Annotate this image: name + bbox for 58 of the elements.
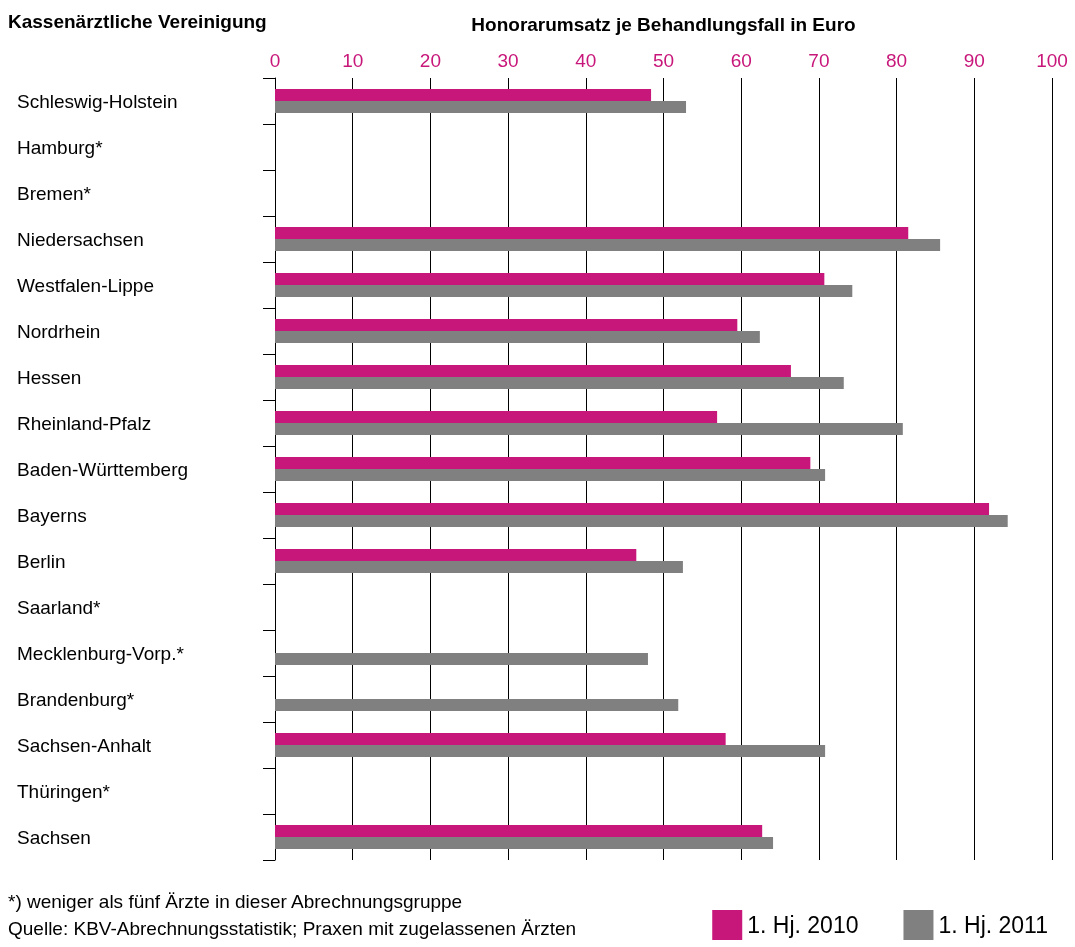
bar xyxy=(275,377,844,389)
bar xyxy=(275,561,683,573)
bar xyxy=(275,469,826,481)
y-tick-label: Sachsen xyxy=(17,826,91,848)
y-tick-label: Saarland* xyxy=(17,596,102,618)
x-tick-label: 0 xyxy=(269,50,281,71)
x-tick-label: 70 xyxy=(808,50,830,71)
y-tick-label: Mecklenburg-Vorp.* xyxy=(17,642,185,664)
x-tick-label: 10 xyxy=(342,50,364,71)
y-axis-title: Kassenärztliche Vereinigung xyxy=(8,11,267,32)
y-tick-label: Hessen xyxy=(17,366,82,388)
legend-label: 1. Hj. 2010 xyxy=(747,912,859,938)
bar xyxy=(275,503,990,515)
y-tick-label: Niedersachsen xyxy=(17,228,144,250)
x-tick-label: 50 xyxy=(652,50,675,71)
x-tick-label: 40 xyxy=(575,50,597,71)
y-tick-label: Bremen* xyxy=(17,182,92,204)
bar xyxy=(275,515,1008,527)
bar xyxy=(275,227,909,239)
bar xyxy=(275,733,726,745)
bar xyxy=(275,89,652,101)
bar xyxy=(275,411,718,423)
bar xyxy=(275,273,825,285)
text: *) weniger als fünf Ärzte in dieser Abrechnungsgruppe xyxy=(8,891,463,912)
x-tick-label: 90 xyxy=(963,50,985,71)
y-tick-label: Nordrhein xyxy=(17,320,101,342)
x-tick-label: 100 xyxy=(1036,50,1068,71)
x-tick-label: 60 xyxy=(730,50,752,71)
source-note: Quelle: KBV-Abrechnungsstatistik; Praxen mit zugelassenen Ärzten xyxy=(8,918,577,939)
bar xyxy=(275,285,853,297)
bar xyxy=(275,365,791,377)
legend-label: 1. Hj. 2011 xyxy=(938,912,1048,938)
bar xyxy=(275,837,774,849)
y-tick-label: Baden-Württemberg xyxy=(17,458,189,480)
y-tick-label: Schleswig-Holstein xyxy=(17,90,178,112)
y-tick-label: Westfalen-Lippe xyxy=(17,274,154,296)
bar xyxy=(275,457,811,469)
bar xyxy=(275,549,637,561)
x-tick-label: 30 xyxy=(497,50,519,71)
bar xyxy=(275,239,941,251)
bar xyxy=(275,825,763,837)
bar xyxy=(275,423,903,435)
bar xyxy=(275,319,738,331)
x-tick-label: 80 xyxy=(886,50,908,71)
y-tick-label: Hamburg* xyxy=(17,136,104,158)
bar xyxy=(275,101,687,113)
y-tick-label: Berlin xyxy=(17,550,66,572)
y-tick-label: Brandenburg* xyxy=(17,688,135,710)
y-tick-label: Sachsen-Anhalt xyxy=(17,734,152,756)
bar xyxy=(275,699,679,711)
bar xyxy=(275,331,760,343)
bar xyxy=(275,653,648,665)
y-tick-label: Thüringen* xyxy=(17,780,111,802)
y-tick-label: Bayerns xyxy=(17,504,87,526)
x-axis-title: Honorarumsatz je Behandlungsfall in Euro xyxy=(471,14,856,35)
x-tick-label: 20 xyxy=(419,50,441,71)
bar xyxy=(275,745,826,757)
y-tick-label: Rheinland-Pfalz xyxy=(17,412,152,434)
